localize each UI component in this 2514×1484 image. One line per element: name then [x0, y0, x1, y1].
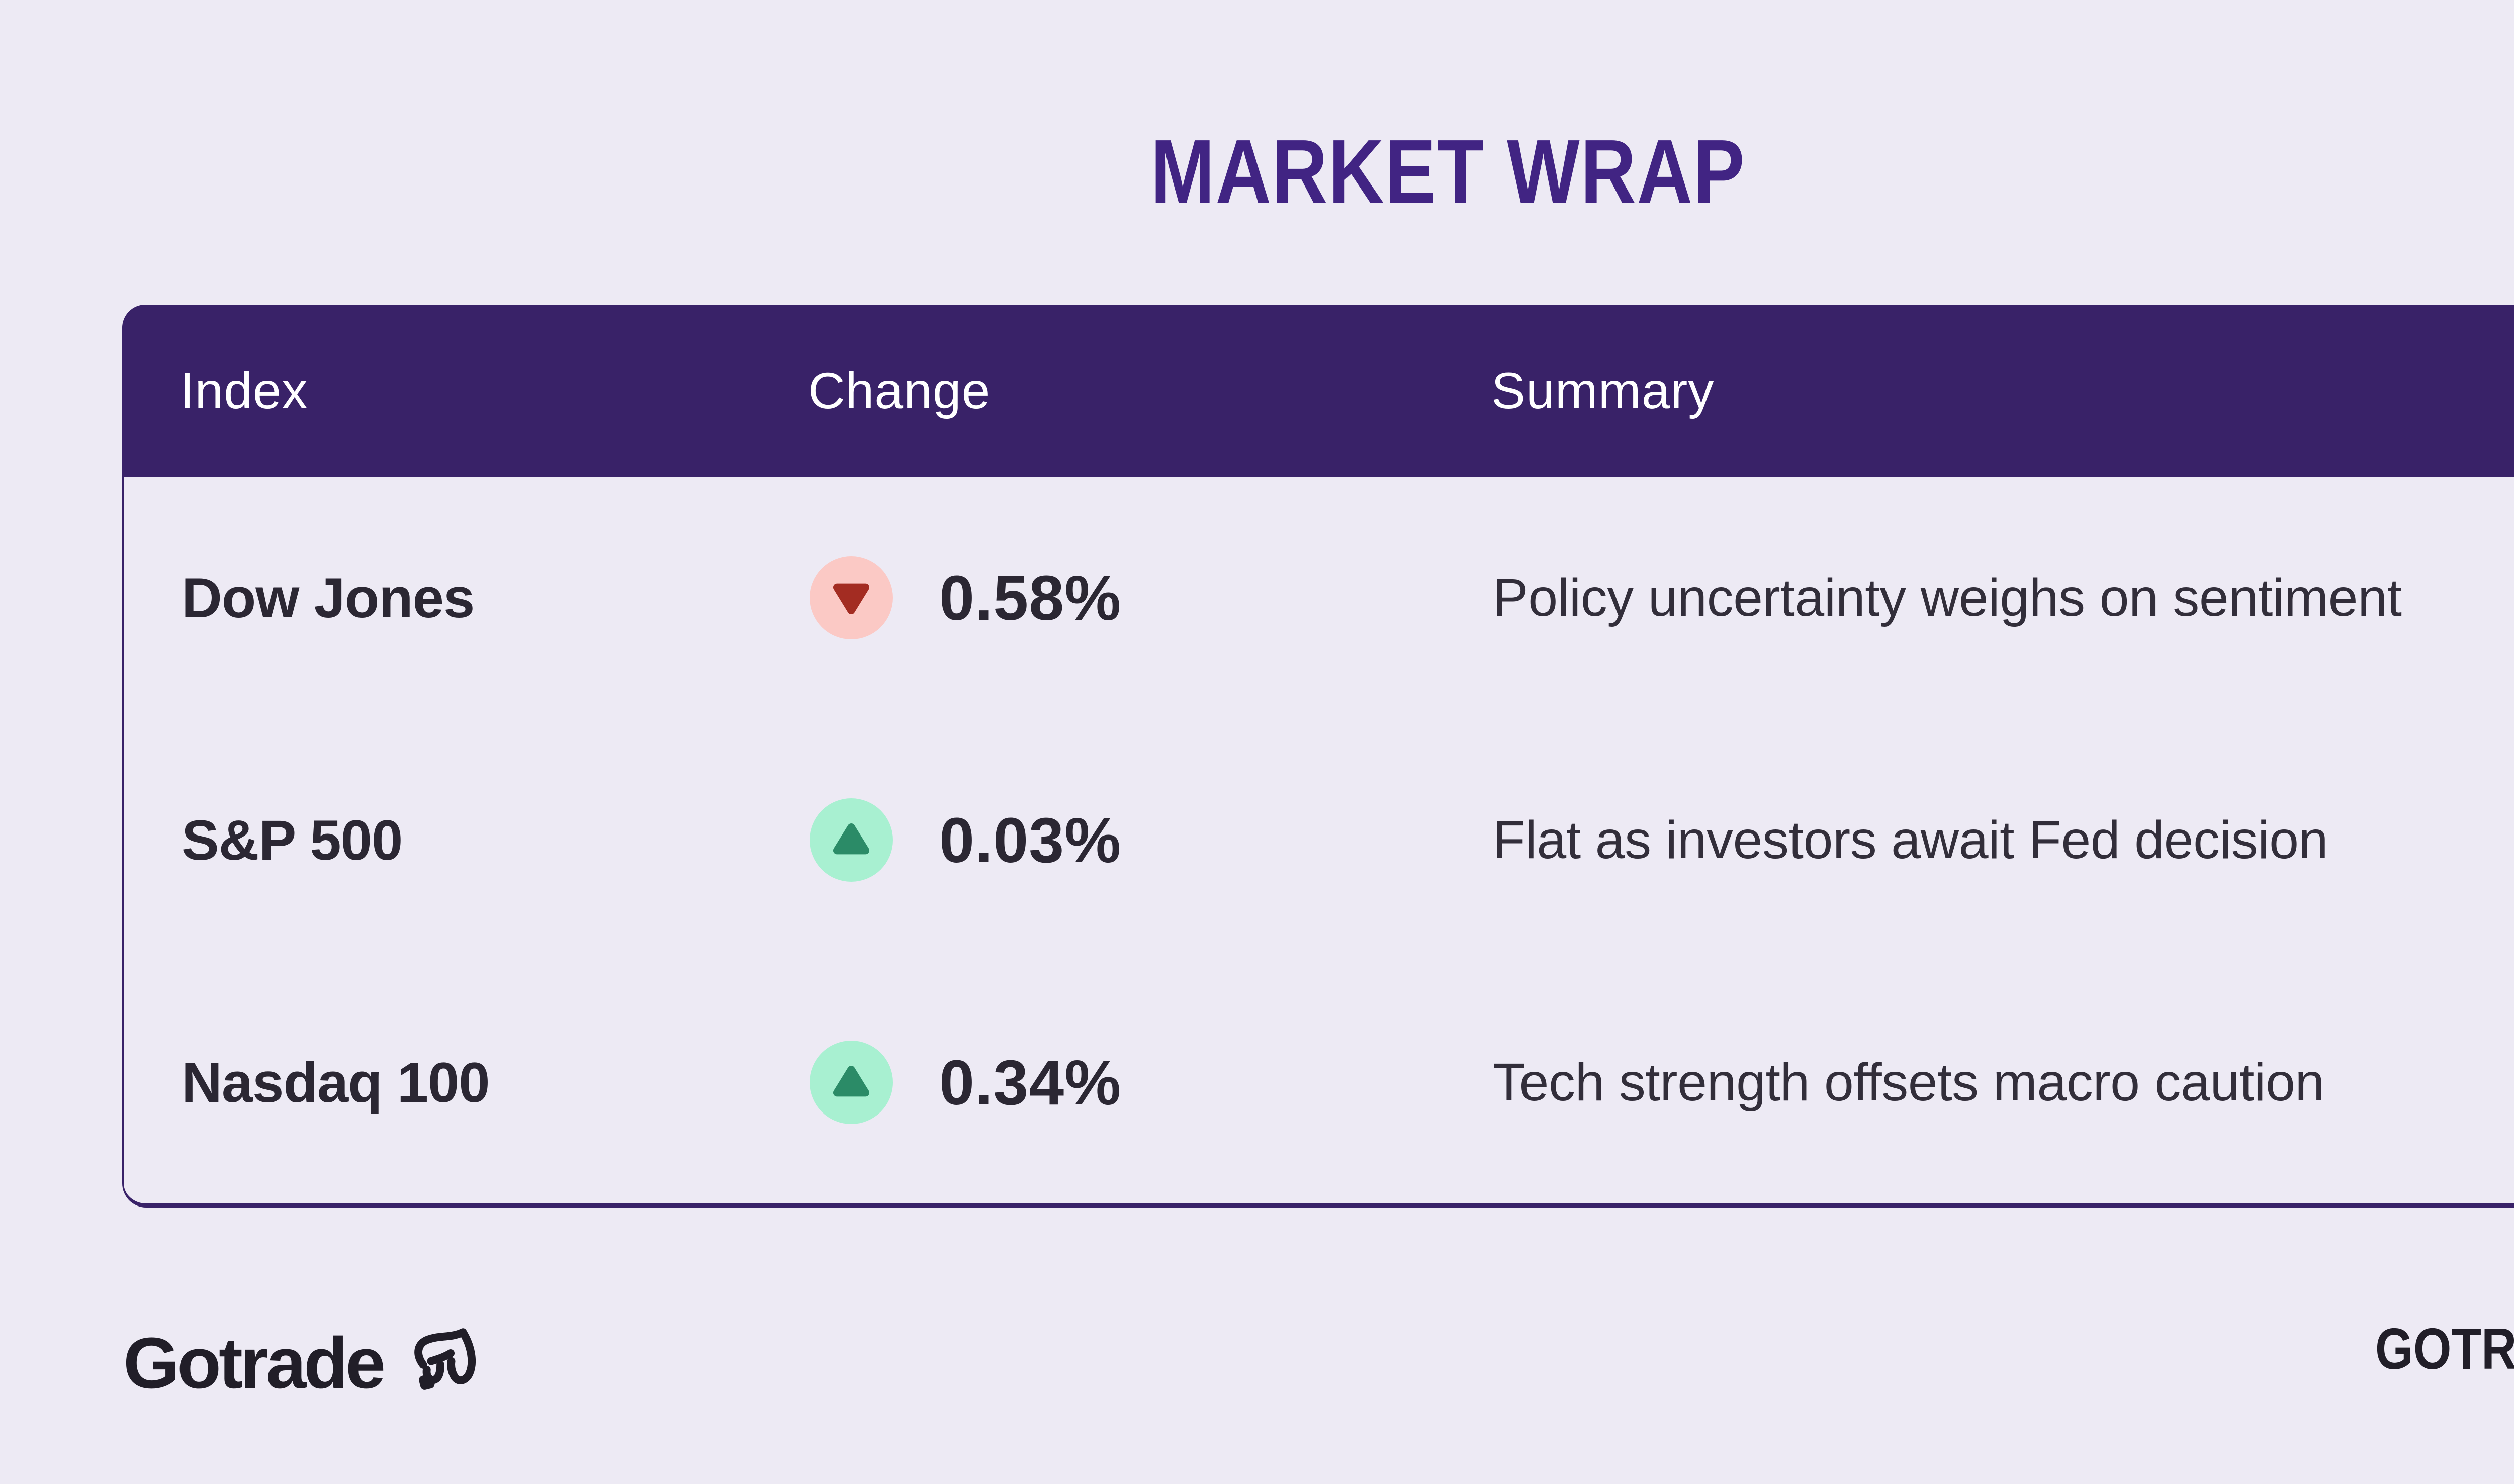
table-header-row: Index Change Summary	[122, 305, 2514, 477]
change-value: 0.34%	[939, 1047, 1122, 1118]
change-cell: 0.58%	[810, 556, 1493, 639]
triangle-down-icon	[810, 556, 893, 639]
change-value: 0.58%	[939, 562, 1122, 633]
triangle-up-icon	[810, 1041, 893, 1124]
publication-name: GOTRADE DAILY	[2375, 1316, 2514, 1381]
gotrade-logo-icon	[407, 1324, 487, 1403]
brand-wordmark: Gotrade	[123, 1323, 386, 1404]
column-header-summary: Summary	[1491, 361, 1715, 419]
table-body: Dow Jones 0.58% Policy uncertainty weigh…	[124, 477, 2514, 1203]
table-row: S&P 500 0.03% Flat as investors await Fe…	[124, 719, 2514, 961]
change-value: 0.03%	[939, 804, 1122, 876]
change-cell: 0.34%	[810, 1041, 1493, 1124]
brand-lockup: Gotrade	[123, 1313, 487, 1414]
summary-text: Tech strength offsets macro caution	[1493, 1052, 2324, 1112]
triangle-up-icon	[810, 798, 893, 882]
index-name: S&P 500	[182, 808, 403, 872]
page-title: MARKET WRAP	[1150, 121, 1746, 222]
summary-text: Flat as investors await Fed decision	[1493, 810, 2328, 870]
column-header-change: Change	[808, 361, 991, 419]
table-row: Dow Jones 0.58% Policy uncertainty weigh…	[124, 477, 2514, 719]
index-name: Nasdaq 100	[182, 1051, 490, 1114]
market-table-card: Index Change Summary Dow Jones 0.58% Pol…	[122, 305, 2514, 1208]
publication-name-wrap: GOTRADE DAILY	[2299, 1316, 2514, 1381]
table-row: Nasdaq 100 0.34% Tech strength offsets m…	[124, 961, 2514, 1203]
column-header-index: Index	[180, 361, 308, 419]
index-name: Dow Jones	[182, 566, 475, 629]
summary-text: Policy uncertainty weighs on sentiment	[1493, 568, 2402, 627]
change-cell: 0.03%	[810, 798, 1493, 882]
page-title-wrap: MARKET WRAP	[0, 120, 2514, 224]
